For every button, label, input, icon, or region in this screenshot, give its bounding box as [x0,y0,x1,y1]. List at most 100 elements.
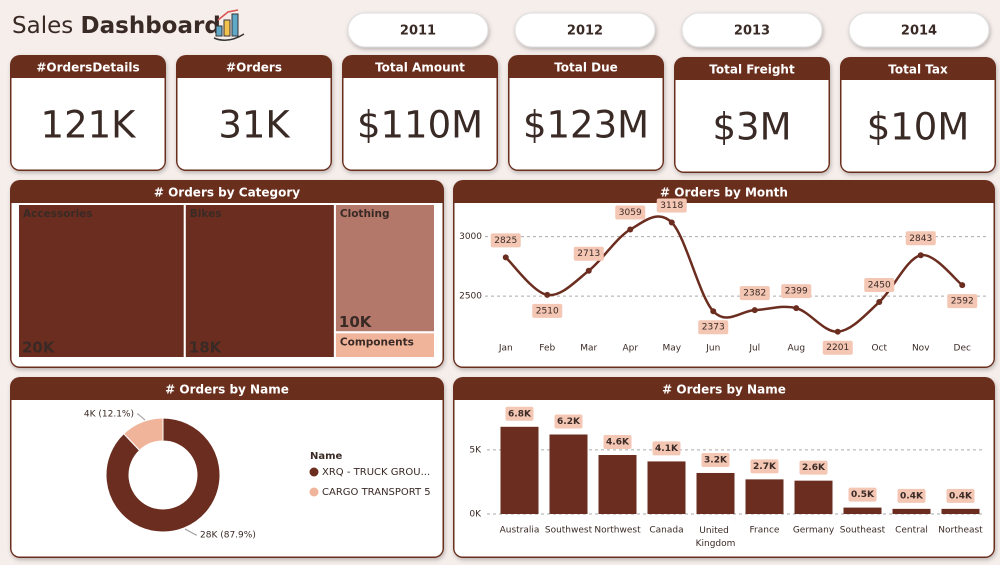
data-label: 2713 [577,249,600,259]
year-button[interactable]: 2013 [681,12,823,48]
data-label-bg [652,441,681,456]
data-label: 2843 [909,234,932,244]
data-label-bg [946,488,975,503]
data-label-bg [897,488,926,503]
x-tick-label: Germany [793,526,835,536]
bar [549,434,588,514]
y-tick-label: 2500 [459,292,482,302]
kpi-value: 121K [41,104,138,147]
line-point [627,226,634,233]
x-tick-line: Kingdom [696,539,736,549]
year-button-label[interactable]: 2011 [400,24,436,39]
kpi-card-body-top [343,78,497,88]
bar [892,508,931,514]
data-label: 2201 [826,343,849,353]
line-point [668,219,675,226]
data-label-bg [739,286,770,301]
kpi-title: Total Tax [888,63,948,77]
donut-slice [123,417,164,452]
bar [745,479,784,514]
year-button-label[interactable]: 2013 [734,24,770,39]
year-button[interactable]: 2011 [347,12,489,48]
kpi-title: Total Amount [375,61,465,75]
x-tick-label: Central [895,526,928,536]
x-tick-label: Jan [498,344,513,354]
year-button-bg[interactable] [514,12,656,48]
data-label: 3118 [660,201,683,211]
slice-label: 28K (87.9%) [200,531,256,541]
year-button-bg[interactable] [347,12,489,48]
legend-swatch [309,467,319,477]
title-bold: Dashboard [81,13,221,39]
data-label: 6.2K [557,417,581,427]
tile-label: Clothing [340,208,390,220]
x-tick-line: United [699,526,731,536]
data-label: 3.2K [704,455,728,465]
data-label: 2.7K [753,462,777,472]
tile-value: 20K [22,339,56,357]
x-tick-label: Oct [871,344,887,354]
line-point [544,291,551,298]
data-label-bg [615,205,646,220]
kpi-value: $110M [357,104,483,147]
data-label-bg [701,452,730,467]
page-title: Sales Dashboard [12,13,221,39]
data-label-bg [799,460,828,475]
year-button-bg[interactable] [848,12,990,48]
bar [647,461,686,514]
data-label: 2825 [494,236,517,246]
data-label-bg [864,278,895,293]
kpi-value: $10M [867,106,970,149]
data-label: 4.6K [606,438,630,448]
line-point [751,307,758,314]
treemap-tile [333,331,437,360]
data-label-bg [554,414,583,429]
line-point [793,305,800,312]
year-button[interactable]: 2012 [514,12,656,48]
bar [843,507,882,514]
leader-line [137,413,146,421]
legend-label: CARGO TRANSPORT 5 [322,487,431,498]
data-label: 3059 [619,208,642,218]
title-plain: Sales [12,13,73,39]
line-point [834,328,841,335]
data-label: 0.5K [851,490,875,500]
bar [598,455,637,514]
kpi-title: #OrdersDetails [36,61,139,75]
kpi-title: Total Freight [709,63,795,77]
tile-value: 18K [189,339,223,357]
data-label-bg [603,435,632,450]
year-button-label[interactable]: 2014 [901,24,937,39]
year-button[interactable]: 2014 [848,12,990,48]
x-tick-label: Apr [622,344,638,354]
year-button-label[interactable]: 2012 [567,24,603,39]
data-label-bg [947,294,978,309]
x-tick-label: Southeast [840,526,886,536]
data-label-bg [750,459,779,474]
kpi-title: #Orders [226,61,282,75]
y-tick-label: 3000 [459,232,482,242]
data-label-bg [573,246,604,261]
data-label-bg [698,320,729,335]
tile-label: Bikes [190,208,222,220]
treemap-tile [183,203,336,359]
slice-label: 4K (12.1%) [84,410,134,420]
x-tick-label: Northwest [594,526,641,536]
kpi-card-body [177,78,331,170]
data-label-bg [848,487,877,502]
y-tick-label: 0K [469,510,482,520]
bar [696,472,735,514]
line-point [502,254,509,261]
year-button-bg[interactable] [681,12,823,48]
kpi-card-body [675,80,829,172]
kpi-card-body [509,78,663,170]
kpi-card-body [11,78,165,170]
panel-body-top [454,400,994,410]
kpi-card-body [841,80,995,172]
kpi-card-body-top [841,80,995,90]
data-label: 2.6K [802,463,826,473]
data-label: 2450 [868,281,891,291]
data-label: 2510 [536,306,559,316]
x-tick-label: Australia [500,526,540,536]
data-label-bg [781,284,812,299]
